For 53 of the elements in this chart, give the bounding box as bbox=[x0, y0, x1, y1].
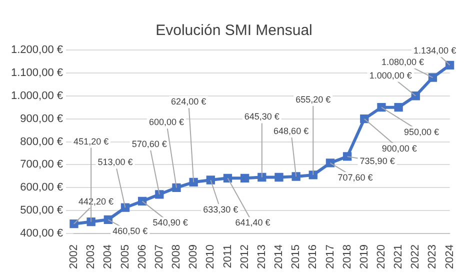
data-label: 655,20 € bbox=[296, 94, 331, 104]
x-tick-label: 2009 bbox=[188, 244, 200, 270]
y-tick-label: 800,00 € bbox=[20, 136, 63, 148]
x-tick-label: 2013 bbox=[256, 244, 268, 270]
x-tick-label: 2014 bbox=[273, 244, 286, 270]
data-label: 451,20 € bbox=[74, 136, 109, 146]
data-label: 900,00 € bbox=[382, 143, 417, 154]
x-tick-label: 2008 bbox=[170, 244, 183, 270]
x-tick-label: 2007 bbox=[153, 244, 166, 270]
y-tick-label: 400,00 € bbox=[20, 228, 63, 240]
x-tick-label: 2015 bbox=[290, 244, 302, 270]
x-tick-label: 2006 bbox=[136, 244, 148, 270]
x-tick-label: 2005 bbox=[119, 244, 132, 270]
x-tick-label: 2003 bbox=[85, 244, 98, 270]
x-tick-label: 2023 bbox=[426, 244, 439, 270]
data-label: 600,00 € bbox=[148, 117, 184, 128]
data-label: 1.000,00 € bbox=[369, 70, 412, 80]
data-label: 707,60 € bbox=[338, 172, 373, 182]
y-tick-label: 600,00 € bbox=[20, 182, 63, 194]
data-label: 645,30 € bbox=[244, 112, 280, 122]
data-label: 540,90 € bbox=[152, 218, 188, 228]
x-tick-label: 2021 bbox=[392, 244, 405, 270]
x-tick-label: 2022 bbox=[410, 244, 422, 270]
x-tick-label: 2011 bbox=[222, 244, 234, 268]
data-label: 460,50 € bbox=[112, 226, 148, 236]
x-tick-label: 2020 bbox=[376, 244, 388, 270]
data-label: 950,00 € bbox=[404, 126, 439, 137]
data-label: 641,40 € bbox=[235, 218, 270, 228]
data-label: 513,00 € bbox=[98, 157, 133, 168]
y-tick-label: 1.200,00 € bbox=[10, 44, 63, 56]
data-label: 624,00 € bbox=[171, 96, 206, 107]
data-label: 570,60 € bbox=[132, 138, 167, 149]
y-tick-label: 900,00 € bbox=[20, 112, 63, 125]
data-label: 442,20 € bbox=[78, 196, 114, 206]
y-tick-label: 500,00 € bbox=[20, 204, 63, 217]
x-tick-label: 2024 bbox=[444, 244, 456, 270]
y-tick-label: 1.100,00 € bbox=[10, 66, 63, 79]
data-label: 1.080,00 € bbox=[381, 57, 424, 68]
data-label: 633,30 € bbox=[203, 204, 238, 214]
chart-title: Evolución SMI Mensual bbox=[156, 22, 312, 40]
x-tick-label: 2018 bbox=[341, 244, 354, 270]
data-label: 1.134,00 € bbox=[414, 46, 456, 56]
x-tick-label: 2010 bbox=[204, 244, 217, 270]
x-tick-label: 2017 bbox=[324, 244, 336, 270]
x-tick-label: 2004 bbox=[102, 244, 114, 270]
data-label: 735,90 € bbox=[360, 156, 395, 166]
data-label: 648,60 € bbox=[274, 126, 309, 136]
y-tick-label: 700,00 € bbox=[20, 158, 63, 171]
x-tick-label: 2012 bbox=[238, 244, 251, 270]
x-tick-label: 2016 bbox=[307, 244, 320, 270]
x-tick-label: 2019 bbox=[358, 244, 370, 270]
x-tick-label: 2002 bbox=[68, 244, 80, 270]
y-tick-label: 1.000,00 € bbox=[10, 90, 63, 102]
